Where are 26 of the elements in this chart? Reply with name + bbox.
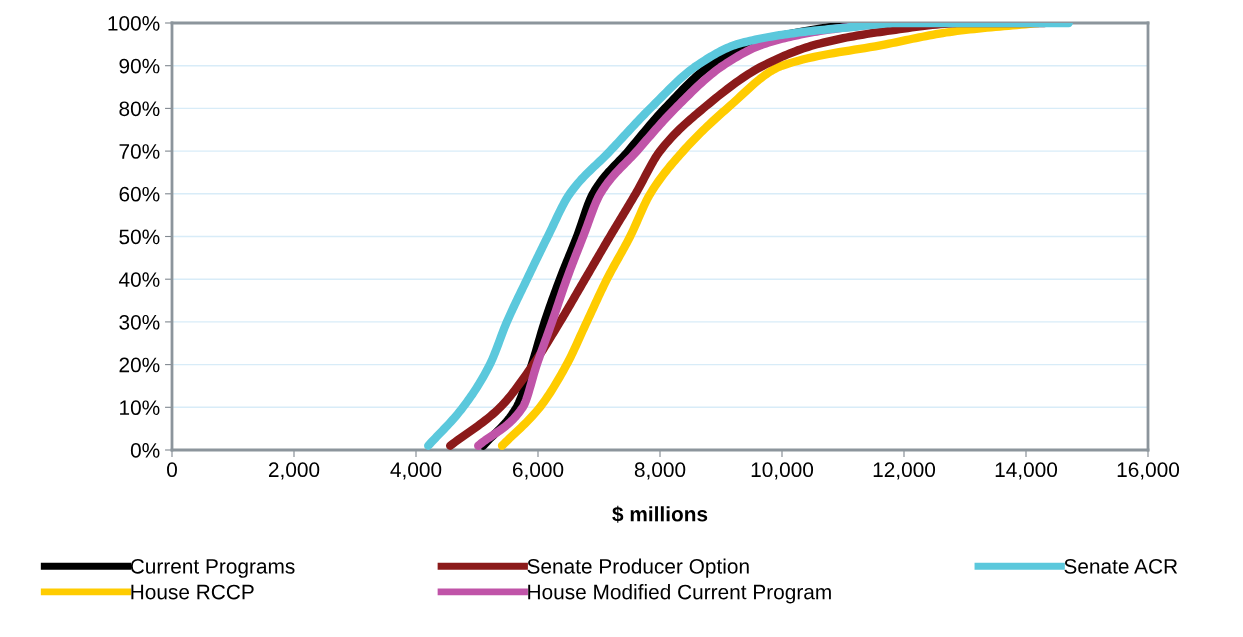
y-tick-label: 30% — [119, 314, 160, 330]
y-tick-label: 0% — [130, 443, 160, 458]
legend-label: House Modified Current Program — [528, 584, 831, 604]
legend-label: Senate Producer Option — [527, 558, 749, 578]
y-tick-label: 90% — [119, 58, 160, 74]
y-tick-label: 20% — [119, 357, 160, 373]
x-tick-label: 0 — [167, 462, 177, 478]
x-tick-label: 2,000 — [268, 462, 320, 480]
y-tick-label: 60% — [119, 186, 160, 202]
y-tick-label: 10% — [120, 400, 160, 416]
legend-label: Current Programs — [130, 558, 295, 578]
x-tick-label: 16,000 — [1117, 462, 1180, 480]
x-tick-label: 14,000 — [995, 462, 1058, 480]
y-tick-label: 80% — [119, 101, 160, 117]
x-axis-title: $ millions — [612, 505, 708, 523]
y-tick-label: 100% — [108, 16, 160, 31]
y-tick-label: 40% — [118, 272, 160, 287]
x-tick-label: 4,000 — [390, 462, 442, 480]
legend-label: Senate ACR — [1064, 558, 1178, 574]
legend-label: House RCCP — [131, 584, 254, 600]
x-tick-label: 8,000 — [634, 462, 686, 480]
y-tick-label: 50% — [119, 229, 160, 245]
x-tick-label: 12,000 — [873, 462, 936, 480]
x-tick-label: 6,000 — [512, 462, 564, 480]
x-tick-label: 10,000 — [751, 462, 814, 480]
y-tick-label: 70% — [119, 144, 160, 159]
